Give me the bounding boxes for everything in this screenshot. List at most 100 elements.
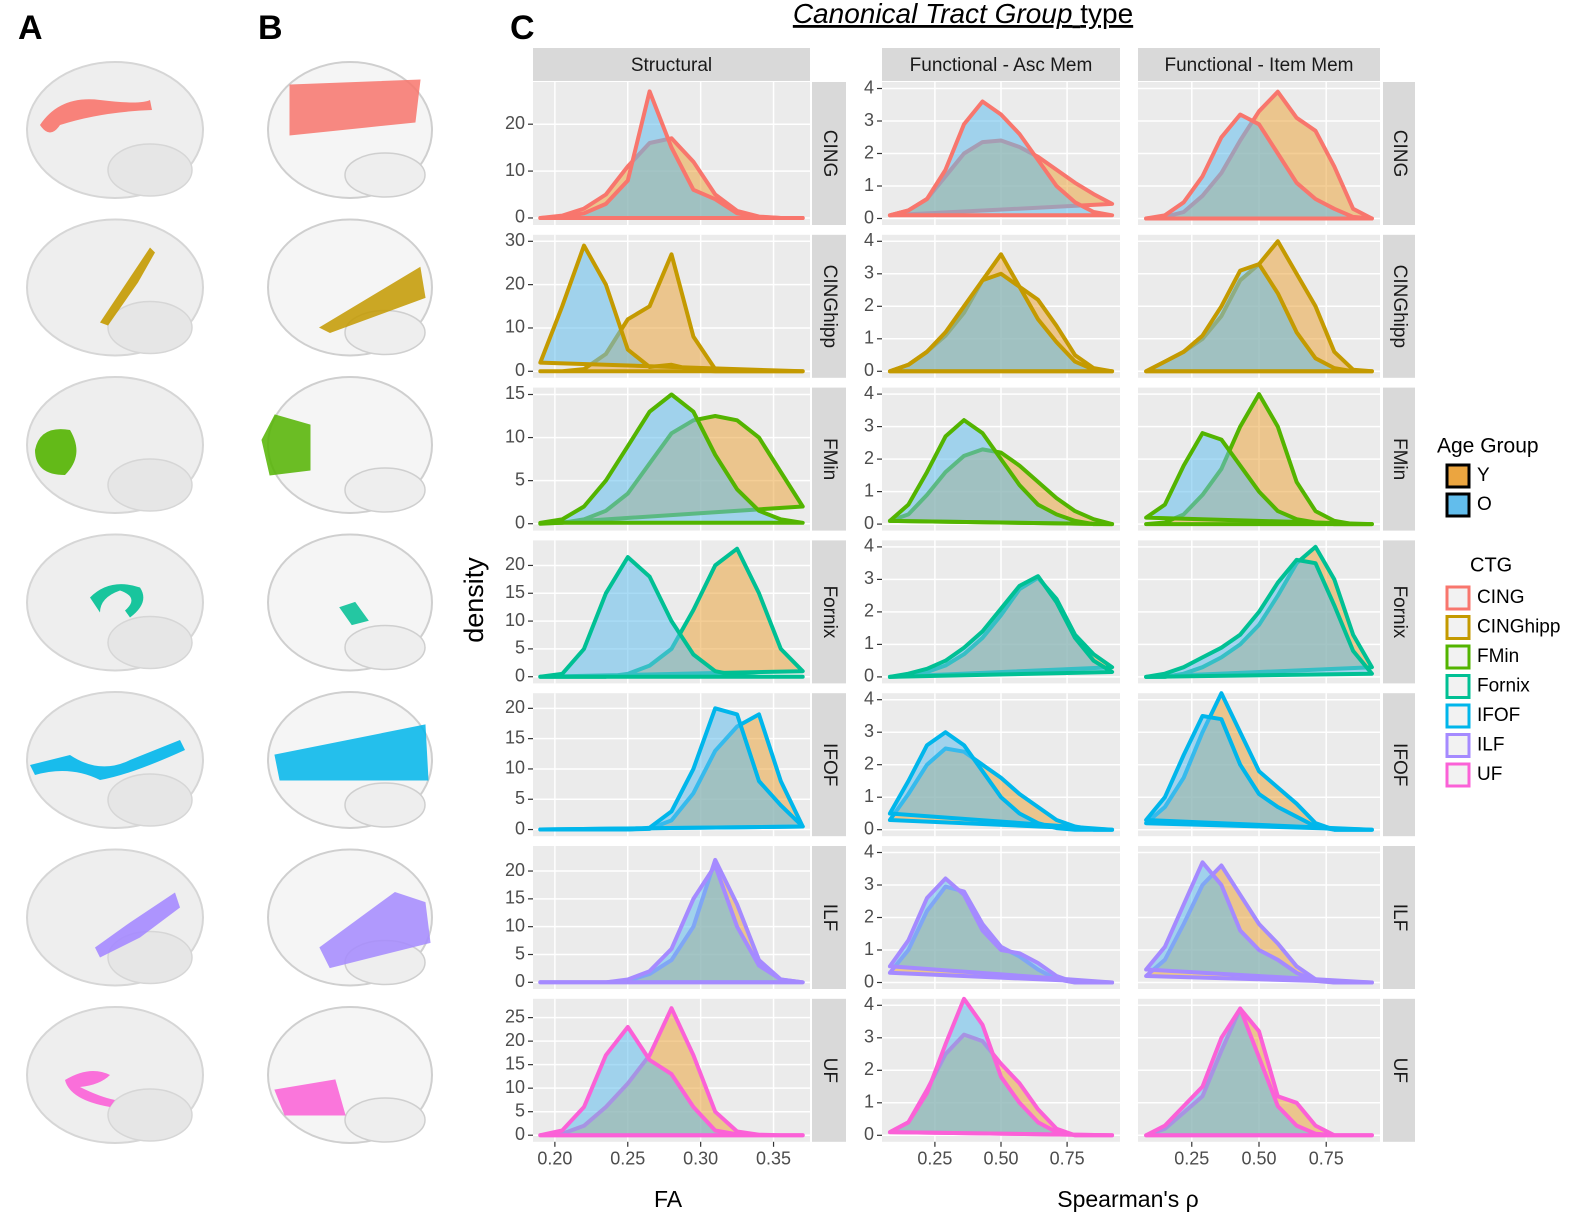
density-area — [538, 392, 805, 525]
density-area — [1144, 557, 1374, 679]
y-tick-label: 10 — [505, 317, 525, 337]
tract-network — [339, 601, 369, 626]
x-axis-title: Spearman's ρ — [1057, 1186, 1198, 1212]
tract — [90, 584, 144, 618]
chart-title: Canonical Tract Group type — [793, 0, 1133, 29]
y-tick-label: 4 — [864, 383, 874, 403]
legend-label: IFOF — [1477, 705, 1520, 726]
facet-label: FMin — [819, 438, 840, 480]
y-tick-label: 0 — [515, 1124, 525, 1144]
cerebellum — [107, 143, 193, 197]
facet-strip — [812, 998, 846, 1142]
facet-label: Functional - Asc Mem — [910, 55, 1093, 76]
legend-title: CTG — [1470, 554, 1512, 576]
y-tick-label: 15 — [505, 1053, 525, 1073]
y-tick-label: 0 — [515, 207, 525, 227]
facet-strip — [1383, 540, 1415, 684]
y-tick-label: 15 — [505, 727, 525, 747]
facet-label: CING — [1389, 130, 1410, 178]
facet-strip — [812, 846, 846, 989]
density-area — [538, 243, 805, 374]
y-tick-label: 2 — [864, 906, 874, 926]
facet-label: UF — [1389, 1058, 1410, 1083]
cerebellum — [344, 152, 426, 198]
y-tick-label: 0 — [864, 513, 874, 533]
legend-key — [1445, 615, 1471, 640]
y-tick-label: 10 — [505, 426, 525, 446]
facet-label: CING — [819, 130, 840, 178]
facet-strip — [1383, 846, 1415, 989]
x-axis-title: FA — [654, 1186, 683, 1212]
y-tick-label: 3 — [864, 874, 874, 894]
density-area — [887, 574, 1115, 679]
facet-label: Functional - Item Mem — [1165, 55, 1354, 76]
y-tick-label: 2 — [864, 753, 874, 773]
tract — [40, 99, 152, 133]
y-tick-label: 0 — [515, 971, 525, 991]
facet-strip — [812, 82, 846, 225]
density-area — [538, 555, 805, 679]
facet-strip — [1383, 234, 1415, 378]
tract-network — [319, 891, 431, 969]
y-tick-label: 0 — [864, 1124, 874, 1144]
y-tick-label: 3 — [864, 110, 874, 130]
cerebellum — [344, 624, 426, 671]
y-tick-label: 5 — [515, 638, 525, 658]
y-tick-label: 2 — [864, 448, 874, 468]
y-tick-label: 10 — [505, 915, 525, 935]
facet-label: CINGhipp — [1389, 265, 1410, 348]
y-tick-label: 0 — [515, 665, 525, 685]
tract — [30, 740, 185, 780]
facet-strip — [1383, 387, 1415, 531]
y-tick-label: 1 — [864, 175, 874, 195]
y-tick-label: 20 — [505, 1030, 525, 1050]
facet-label: ILF — [1389, 904, 1410, 931]
y-tick-label: 0 — [515, 818, 525, 838]
y-tick-label: 20 — [505, 273, 525, 293]
cerebellum — [344, 1097, 426, 1143]
y-tick-label: 3 — [864, 568, 874, 588]
density-area — [887, 271, 1115, 374]
y-tick-label: 4 — [864, 841, 874, 861]
y-tick-label: 15 — [505, 383, 525, 403]
legend-label: O — [1477, 494, 1492, 515]
y-tick-label: 3 — [864, 721, 874, 741]
y-tick-label: 4 — [864, 77, 874, 97]
cerebellum — [344, 467, 426, 513]
title-plain: type — [1080, 0, 1133, 29]
y-tick-label: 2 — [864, 1059, 874, 1079]
density-area — [887, 99, 1115, 218]
y-tick-label: 4 — [864, 994, 874, 1014]
y-tick-label: 15 — [505, 888, 525, 908]
y-tick-label: 30 — [505, 230, 525, 250]
legend-label: UF — [1477, 764, 1502, 785]
x-tick-label: 0.50 — [983, 1149, 1018, 1169]
cerebellum — [107, 300, 193, 355]
x-tick-label: 0.75 — [1309, 1149, 1344, 1169]
facet-strip — [812, 693, 846, 837]
y-tick-label: 1 — [864, 1092, 874, 1112]
cerebellum — [107, 1088, 193, 1142]
tract — [35, 429, 77, 475]
tract-network — [289, 79, 421, 136]
y-tick-label: 15 — [505, 582, 525, 602]
y-tick-label: 1 — [864, 786, 874, 806]
legend-label: CINGhipp — [1477, 617, 1560, 638]
y-tick-label: 0 — [515, 512, 525, 532]
facet-strip — [812, 234, 846, 378]
tract-network — [318, 266, 426, 334]
y-tick-label: 3 — [864, 263, 874, 283]
density-area — [887, 730, 1115, 832]
legend-key — [1445, 762, 1471, 788]
facet-strip — [882, 48, 1120, 81]
x-tick-label: 0.50 — [1241, 1149, 1276, 1169]
facet-label: Structural — [631, 55, 712, 76]
y-tick-label: 20 — [505, 113, 525, 133]
panel-label: C — [510, 9, 535, 47]
y-tick-label: 5 — [515, 469, 525, 489]
y-tick-label: 25 — [505, 1006, 525, 1026]
density-area — [538, 89, 805, 220]
tract — [95, 892, 180, 958]
legend-label: Y — [1477, 465, 1490, 486]
cerebellum — [107, 615, 193, 670]
